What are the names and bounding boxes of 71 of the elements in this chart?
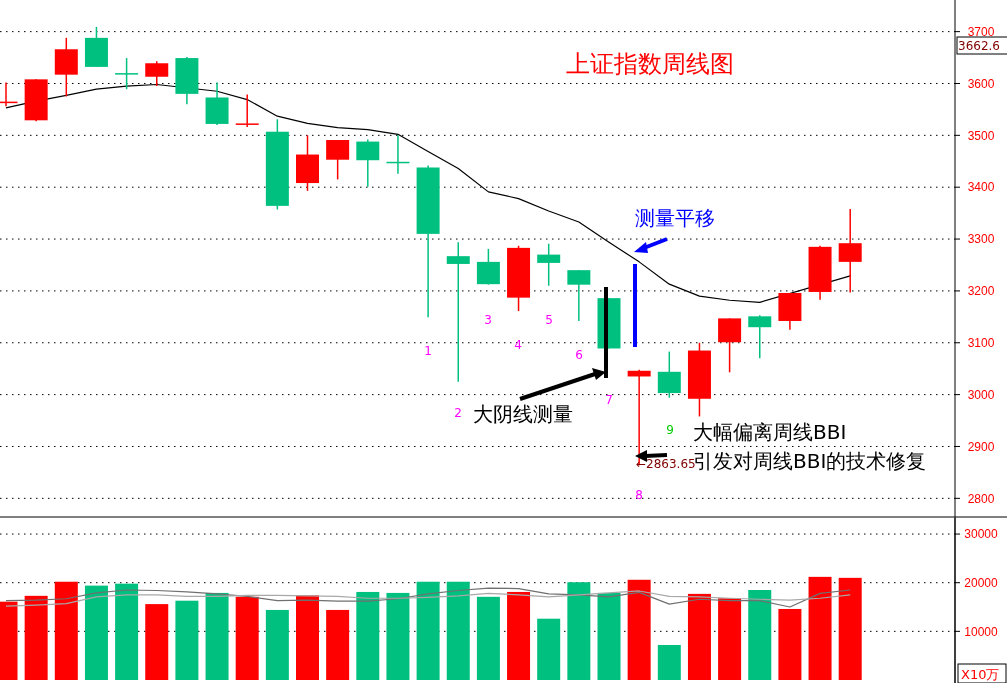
candlestick — [838, 208, 862, 294]
text: 3662.6 — [958, 39, 1000, 53]
candlestick — [356, 138, 380, 188]
y-tick-label: 10000 — [964, 624, 999, 639]
bar — [356, 591, 380, 680]
candlestick — [446, 241, 470, 383]
bar — [567, 582, 591, 680]
annotation: 引发对周线BBI的技术修复 — [693, 449, 927, 473]
bar — [507, 591, 531, 680]
candlestick — [115, 57, 139, 90]
bar — [54, 581, 78, 680]
y-tick-label: 20000 — [964, 575, 999, 590]
candlestick — [537, 242, 561, 287]
annotation: 7 — [605, 393, 613, 407]
candlestick — [657, 350, 681, 399]
bar — [597, 592, 621, 680]
annotation: 3 — [484, 313, 492, 327]
bar — [627, 579, 651, 680]
bar — [296, 595, 319, 680]
y-tick-label: 2800 — [967, 491, 995, 506]
bar — [265, 609, 289, 680]
candlestick — [145, 60, 169, 87]
bar — [808, 576, 832, 680]
y-tick-label: 3100 — [967, 335, 995, 350]
annotation: 大阴线测量 — [473, 402, 573, 426]
bar — [145, 604, 169, 680]
annotation: 1 — [424, 344, 432, 358]
bar — [235, 596, 259, 680]
candlestick — [326, 139, 350, 181]
bar — [778, 608, 802, 680]
annotation: ←2863.65 — [636, 457, 696, 471]
bar — [416, 581, 440, 680]
bar — [175, 600, 199, 680]
candlestick — [567, 269, 591, 322]
annotation: 9 — [666, 423, 674, 437]
bar — [718, 598, 742, 680]
text: 上证指数周线图 — [566, 50, 734, 78]
annotation: 5 — [545, 313, 553, 327]
bar — [446, 581, 470, 680]
y-tick-label: 3500 — [967, 128, 995, 143]
bar — [657, 644, 681, 680]
bar — [687, 593, 711, 680]
y-tick-label: 3600 — [967, 76, 995, 91]
annotation: 4 — [514, 338, 522, 352]
bar — [84, 585, 108, 680]
y-tick-label: 3300 — [967, 232, 995, 247]
y-tick-label: 2900 — [967, 439, 995, 454]
bar — [748, 590, 772, 680]
bar — [386, 592, 410, 680]
bar — [476, 596, 500, 680]
annotation: 大幅偏离周线BBI — [693, 420, 847, 444]
bar — [205, 592, 229, 680]
annotation: 6 — [575, 348, 583, 362]
candlestick — [748, 314, 772, 360]
bar — [24, 595, 48, 680]
bar — [838, 577, 862, 680]
y-tick-label: 3200 — [967, 284, 995, 299]
annotation: 测量平移 — [635, 206, 715, 230]
candlestick — [476, 248, 500, 286]
y-axis-title: X10万 — [961, 667, 1000, 682]
candlestick — [718, 317, 742, 374]
annotation: 2 — [454, 406, 462, 420]
bar — [537, 618, 561, 680]
y-tick-label: 30000 — [964, 527, 999, 542]
y-tick-label: 3700 — [967, 24, 995, 39]
y-tick-label: 3000 — [967, 387, 995, 402]
annotation: 8 — [635, 488, 643, 502]
y-tick-label: 3400 — [967, 180, 995, 195]
bar — [326, 609, 350, 680]
bar — [115, 583, 139, 680]
candlestick — [235, 93, 259, 128]
